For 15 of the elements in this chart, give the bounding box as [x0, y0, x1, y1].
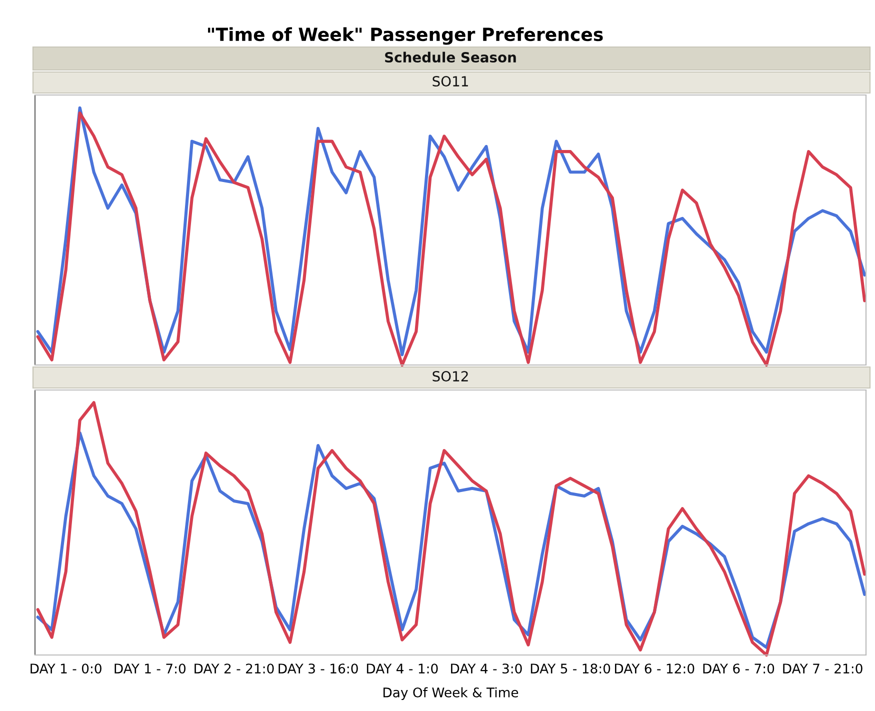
x-tick-label: DAY 3 - 16:0 [278, 664, 358, 674]
x-tick-label: DAY 7 - 21:0 [783, 664, 862, 674]
chart-subtitle: Schedule Season [385, 52, 516, 63]
chart-title: "Time of Week" Passenger Preferences [208, 27, 603, 45]
x-axis-title: Day Of Week & Time [384, 687, 518, 700]
x-tick-label: DAY 4 - 1:0 [366, 664, 438, 674]
x-tick-label: DAY 2 - 21:0 [194, 664, 274, 674]
x-tick-label: DAY 1 - 7:0 [114, 664, 186, 674]
x-tick-label: DAY 6 - 12:0 [615, 664, 694, 674]
x-tick-label: DAY 4 - 3:0 [451, 664, 522, 674]
x-tick-label: DAY 1 - 0:0 [30, 664, 102, 674]
x-tick-label: DAY 5 - 18:0 [530, 664, 610, 674]
text: SO11 [432, 76, 468, 87]
text: SO12 [432, 371, 468, 382]
x-tick-label: DAY 6 - 7:0 [703, 664, 774, 674]
